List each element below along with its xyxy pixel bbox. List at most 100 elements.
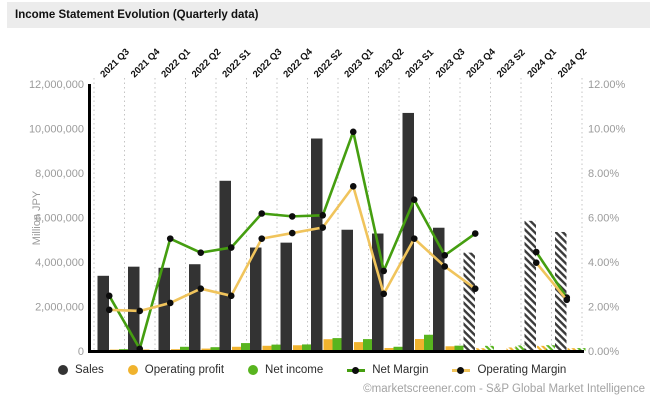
right-axis-tick: 10.00% <box>588 124 626 136</box>
operating-margin-point <box>380 290 388 298</box>
operating-profit-bar-estimate <box>476 348 485 351</box>
operating-profit-bar-estimate <box>567 348 577 351</box>
category-label: 2022 S2 <box>312 47 345 80</box>
category-label: 2021 Q4 <box>129 46 163 80</box>
category-label: 2023 Q3 <box>434 47 468 81</box>
left-axis-tick: 2,000,000 <box>35 302 84 314</box>
legend-item-sales: Sales <box>58 364 104 376</box>
sales-bar <box>128 266 140 351</box>
income-statement-chart: 12,000,000 10,000,000 8,000,000 6,000,000 4,… <box>29 46 626 358</box>
operating-margin-point <box>105 306 113 314</box>
left-axis-tick: 0 <box>78 346 84 358</box>
footer-credit: ©marketscreener.com - S&P Global Market … <box>363 383 645 395</box>
sales-bar <box>372 233 384 351</box>
net-margin-point <box>166 235 174 242</box>
page-title: Income Statement Evolution (Quarterly da… <box>15 9 259 21</box>
right-axis-tick: 2.00% <box>588 302 619 314</box>
net-margin-point <box>227 244 235 251</box>
legend-item-operating-profit: Operating profit <box>127 364 225 376</box>
legend-item-net-income: Net income <box>248 364 323 376</box>
sales-bar-estimate <box>463 252 475 351</box>
operating-margin-point <box>349 183 357 190</box>
left-axis-tick: 10,000,000 <box>29 124 84 136</box>
sales-bar <box>280 242 292 351</box>
sales-bar <box>250 247 262 351</box>
net-income-marker-icon <box>248 365 259 375</box>
operating-profit-bar <box>262 345 272 351</box>
net-margin-marker-icon <box>347 365 366 375</box>
net-margin-point <box>288 213 296 220</box>
category-label: 2023 Q1 <box>342 46 376 80</box>
right-axis-tick: 8.00% <box>588 168 619 180</box>
title-bar: Income Statement Evolution (Quarterly da… <box>7 2 650 28</box>
operating-margin-point <box>258 235 266 242</box>
net-income-bar-estimate <box>485 345 494 351</box>
category-label: 2021 Q3 <box>98 47 132 81</box>
operating-margin-line <box>535 261 568 301</box>
legend-line-dot <box>352 366 360 374</box>
net-margin-point <box>349 128 357 136</box>
net-income-bar <box>210 347 220 351</box>
sales-bar <box>433 227 445 351</box>
chart-legend: Sales Operating profit Net income Net Margi… <box>58 364 566 376</box>
operating-profit-bar <box>384 347 394 351</box>
net-income-bar <box>302 344 311 351</box>
legend-line-dot <box>457 366 465 374</box>
right-axis-tick: 12.00% <box>588 79 626 91</box>
net-margin-point <box>105 292 113 300</box>
sales-bar <box>189 264 201 351</box>
operating-profit-bar-estimate <box>537 345 546 351</box>
category-label: 2022 Q4 <box>281 46 315 80</box>
legend-label: Operating Margin <box>477 364 567 376</box>
legend-label: Operating profit <box>144 364 225 376</box>
category-label: 2024 Q2 <box>556 47 590 81</box>
sales-bar <box>219 180 231 351</box>
sales-bar <box>311 138 323 351</box>
legend-label: Sales <box>75 364 104 376</box>
operating-profit-bar-estimate <box>506 347 516 351</box>
net-margin-point <box>471 230 479 237</box>
operating-margin-point <box>166 299 174 307</box>
left-axis-tick: 12,000,000 <box>29 79 84 91</box>
sales-bar <box>402 112 414 351</box>
operating-margin-point <box>532 259 540 266</box>
left-axis-title: Million JPY <box>31 190 43 245</box>
axes <box>88 84 584 353</box>
operating-margin-point <box>471 285 479 293</box>
right-axis-tick: 6.00% <box>588 213 619 225</box>
net-income-bar <box>332 338 342 351</box>
operating-profit-marker-icon <box>127 365 138 375</box>
legend-label: Net income <box>265 364 324 376</box>
operating-profit-bar <box>293 345 302 351</box>
category-label: 2022 Q1 <box>159 46 193 80</box>
operating-profit-bar <box>323 339 333 351</box>
operating-margin-point <box>441 263 449 270</box>
net-margin-point <box>258 210 266 217</box>
sales-bar-estimate <box>524 220 536 351</box>
operating-margin-point <box>410 235 418 242</box>
right-axis-tick: 4.00% <box>588 257 619 269</box>
legend-item-net-margin: Net Margin <box>347 364 428 376</box>
net-income-bar <box>363 339 372 351</box>
category-label: 2023 Q2 <box>373 47 407 81</box>
operating-profit-bar <box>232 346 241 351</box>
operating-margin-point <box>197 285 205 293</box>
category-label: 2022 S1 <box>220 47 253 80</box>
sales-bar <box>341 229 353 351</box>
net-margin-point <box>441 252 449 259</box>
operating-margin-point <box>563 296 571 304</box>
category-label: 2023 S2 <box>495 47 528 80</box>
sales-bar <box>158 267 170 351</box>
left-axis-tick: 6,000,000 <box>35 213 84 225</box>
operating-margin-point <box>288 229 296 237</box>
category-label: 2022 Q2 <box>190 47 224 81</box>
net-income-bar-estimate <box>576 348 586 351</box>
net-margin-point <box>380 267 388 275</box>
bar-series <box>97 112 586 351</box>
category-label: 2023 S1 <box>403 47 436 80</box>
operating-profit-bar <box>445 346 455 351</box>
category-label: 2022 Q3 <box>251 47 285 81</box>
operating-margin-point <box>319 224 327 231</box>
operating-profit-bar <box>415 338 424 351</box>
net-margin-line <box>535 251 568 299</box>
